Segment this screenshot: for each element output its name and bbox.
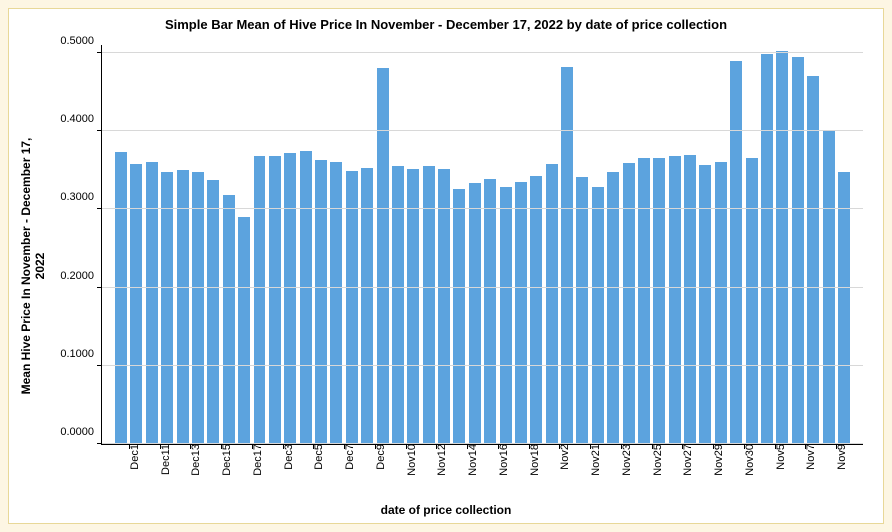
x-tick-label: Nov29 <box>709 444 725 476</box>
y-tick <box>97 130 102 131</box>
bar <box>315 160 327 444</box>
chart-container: Simple Bar Mean of Hive Price In Novembe… <box>8 8 884 524</box>
bar <box>300 151 312 444</box>
bar <box>223 195 235 444</box>
x-tick-label: Dec17 <box>248 444 264 476</box>
gridline-h <box>102 130 863 131</box>
y-tick-label: 0.5000 <box>60 35 102 47</box>
y-axis-label: Mean Hive Price In November - December 1… <box>19 46 47 486</box>
x-tick-label: Nov10 <box>402 444 418 476</box>
chart-title: Simple Bar Mean of Hive Price In Novembe… <box>9 17 883 32</box>
bar <box>238 217 250 444</box>
bar <box>161 172 173 444</box>
gridline-h <box>102 208 863 209</box>
bar <box>561 67 573 444</box>
bar <box>500 187 512 444</box>
bar <box>269 156 281 444</box>
bar <box>284 153 296 444</box>
bar <box>469 183 481 444</box>
y-tick <box>97 443 102 444</box>
y-tick <box>97 208 102 209</box>
x-tick-label: Nov2 <box>555 444 571 470</box>
bar <box>546 164 558 444</box>
y-tick-label: 0.3000 <box>60 191 102 203</box>
bar <box>699 165 711 444</box>
x-tick-label: Nov27 <box>678 444 694 476</box>
bar <box>807 76 819 444</box>
x-tick-label: Nov21 <box>586 444 602 476</box>
x-tick-label: Dec1 <box>125 444 141 470</box>
bar <box>177 170 189 444</box>
bar <box>746 158 758 444</box>
x-tick-label: Nov14 <box>463 444 479 476</box>
plot-area: 0.00000.10000.20000.30000.40000.5000Dec1… <box>101 45 863 445</box>
bar <box>530 176 542 444</box>
bar <box>792 57 804 444</box>
bar <box>684 155 696 444</box>
bar <box>638 158 650 444</box>
x-tick-label: Dec5 <box>309 444 325 470</box>
bar <box>761 54 773 444</box>
x-tick-label: Dec9 <box>371 444 387 470</box>
x-tick-label: Nov7 <box>801 444 817 470</box>
bar <box>576 177 588 444</box>
bar <box>330 162 342 444</box>
y-tick-label: 0.2000 <box>60 270 102 282</box>
bar <box>207 180 219 444</box>
bar <box>453 189 465 444</box>
bar <box>669 156 681 444</box>
x-tick-label: Nov25 <box>648 444 664 476</box>
x-tick-label: Dec11 <box>156 444 172 475</box>
gridline-h <box>102 52 863 53</box>
bar <box>192 172 204 444</box>
x-tick-label: Dec7 <box>340 444 356 470</box>
bar <box>146 162 158 444</box>
bar <box>730 61 742 444</box>
x-tick-label: Dec3 <box>279 444 295 470</box>
x-tick-label: Dec15 <box>217 444 233 476</box>
x-tick-label: Nov16 <box>494 444 510 476</box>
x-tick-label: Nov12 <box>432 444 448 476</box>
x-tick-label: Nov30 <box>740 444 756 476</box>
bar <box>130 164 142 444</box>
bars-layer <box>102 45 863 444</box>
gridline-h <box>102 365 863 366</box>
x-tick-label: Nov18 <box>525 444 541 476</box>
y-tick-label: 0.0000 <box>60 426 102 438</box>
bar <box>438 169 450 444</box>
x-axis-label: date of price collection <box>9 503 883 517</box>
bar <box>653 158 665 444</box>
bar <box>776 51 788 444</box>
bar <box>115 152 127 444</box>
y-tick-label: 0.4000 <box>60 113 102 125</box>
x-tick-label: Nov5 <box>771 444 787 470</box>
bar <box>838 172 850 444</box>
x-tick-label: Nov9 <box>832 444 848 470</box>
y-tick <box>97 365 102 366</box>
bar <box>377 68 389 444</box>
bar <box>515 182 527 444</box>
bar <box>623 163 635 444</box>
bar <box>484 179 496 444</box>
y-tick <box>97 287 102 288</box>
bar <box>823 131 835 444</box>
y-tick <box>97 52 102 53</box>
bar <box>407 169 419 444</box>
bar <box>254 156 266 444</box>
bar <box>346 171 358 444</box>
bar <box>715 162 727 444</box>
gridline-h <box>102 287 863 288</box>
x-tick-label: Nov23 <box>617 444 633 476</box>
x-tick-label: Dec13 <box>186 444 202 476</box>
bar <box>607 172 619 444</box>
bar <box>592 187 604 444</box>
y-tick-label: 0.1000 <box>60 348 102 360</box>
